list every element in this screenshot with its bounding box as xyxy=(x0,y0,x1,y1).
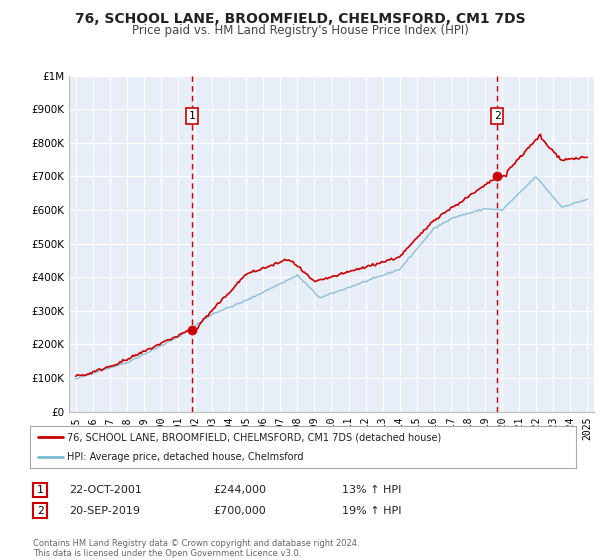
Text: Price paid vs. HM Land Registry's House Price Index (HPI): Price paid vs. HM Land Registry's House … xyxy=(131,24,469,37)
Text: £244,000: £244,000 xyxy=(213,485,266,495)
Text: £700,000: £700,000 xyxy=(213,506,266,516)
Text: Contains HM Land Registry data © Crown copyright and database right 2024.
This d: Contains HM Land Registry data © Crown c… xyxy=(33,539,359,558)
Text: 20-SEP-2019: 20-SEP-2019 xyxy=(69,506,140,516)
Text: 1: 1 xyxy=(37,485,44,495)
Text: 76, SCHOOL LANE, BROOMFIELD, CHELMSFORD, CM1 7DS: 76, SCHOOL LANE, BROOMFIELD, CHELMSFORD,… xyxy=(74,12,526,26)
Text: 19% ↑ HPI: 19% ↑ HPI xyxy=(342,506,401,516)
Text: 22-OCT-2001: 22-OCT-2001 xyxy=(69,485,142,495)
Text: 13% ↑ HPI: 13% ↑ HPI xyxy=(342,485,401,495)
Text: 76, SCHOOL LANE, BROOMFIELD, CHELMSFORD, CM1 7DS (detached house): 76, SCHOOL LANE, BROOMFIELD, CHELMSFORD,… xyxy=(67,432,442,442)
Text: 2: 2 xyxy=(37,506,44,516)
Text: 1: 1 xyxy=(188,111,195,121)
Text: HPI: Average price, detached house, Chelmsford: HPI: Average price, detached house, Chel… xyxy=(67,452,304,461)
Text: 2: 2 xyxy=(494,111,500,121)
